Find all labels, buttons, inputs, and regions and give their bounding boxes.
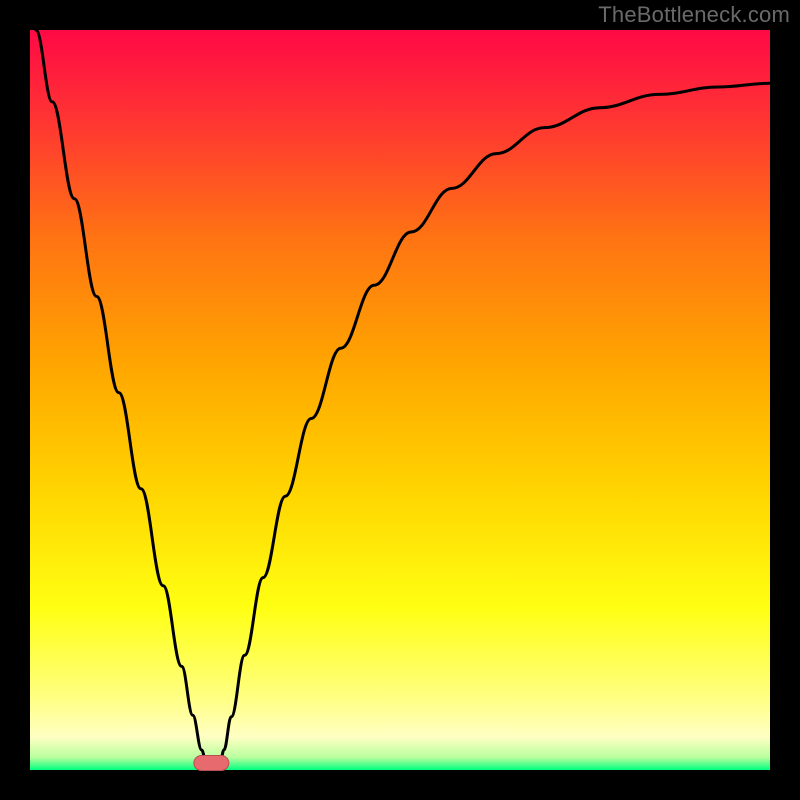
bottleneck-marker: [194, 755, 229, 771]
chart-frame: { "watermark": { "text": "TheBottleneck.…: [0, 0, 800, 800]
plot-svg: [30, 30, 770, 770]
watermark-text: TheBottleneck.com: [598, 2, 790, 28]
plot-area: [30, 30, 770, 770]
gradient-background: [30, 30, 770, 770]
plot-border: [0, 0, 800, 800]
